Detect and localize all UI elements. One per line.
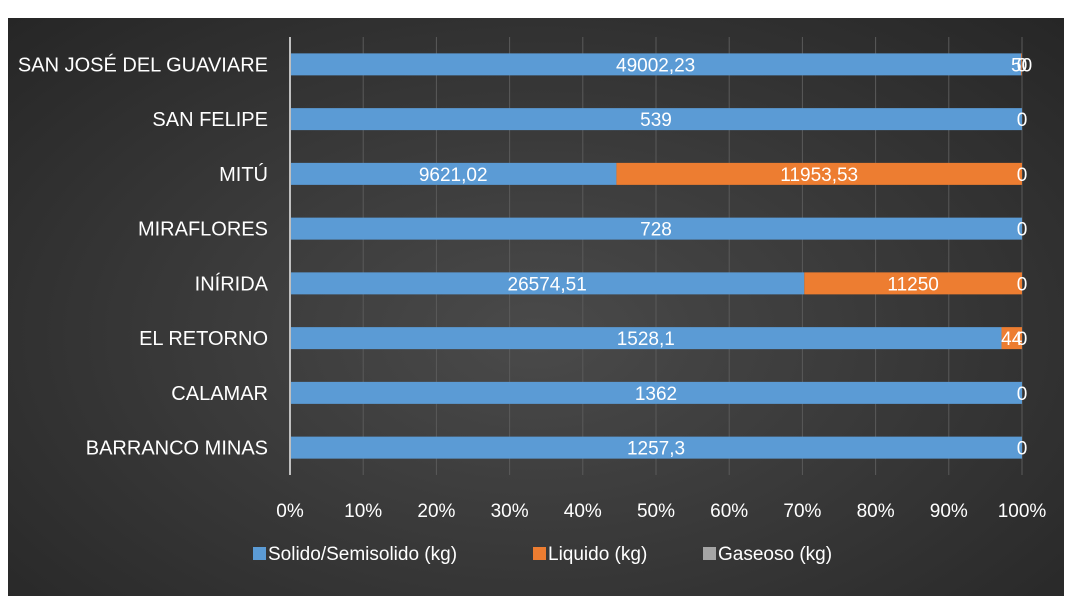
category-label-el-retorno: EL RETORNO [139,328,268,350]
bar-solido-semisolido-kg-barranco-minas [290,436,1022,459]
bar-liquido-kg-el-retorno [1001,327,1022,350]
x-axis-ticks: 0% 10% 20% 30% 40% 50% 60% 70% 80% 90% 100% [276,501,1046,522]
data-label-gaseoso-kg: 0 [1017,439,1028,460]
data-label-solido-semisolido-kg: 26574,51 [508,274,587,295]
bar-liquido-kg-san-jose-del-guaviare [1021,53,1022,76]
category-label-san-felipe: SAN FELIPE [152,109,268,131]
bar-solido-semisolido-kg-miraflores [290,217,1022,240]
legend-label: Gaseoso (kg) [718,544,832,565]
x-tick-label: 100% [998,501,1047,522]
category-label-san-jose-del-guaviare: SAN JOSÉ DEL GUAVIARE [18,53,268,76]
data-label-solido-semisolido-kg: 728 [640,220,672,241]
legend-swatch [253,547,266,560]
category-label-calamar: CALAMAR [171,383,268,405]
legend-label: Solido/Semisolido (kg) [268,544,457,565]
data-label-solido-semisolido-kg: 49002,23 [616,55,695,76]
x-tick-label: 90% [930,501,968,522]
bar-solido-semisolido-kg-san-felipe [290,108,1022,131]
data-label-liquido-kg: 11953,53 [780,165,858,186]
bar-liquido-kg-inirida [804,272,1022,295]
data-label-solido-semisolido-kg: 539 [640,110,672,131]
bar-liquido-kg-mitu [616,162,1022,185]
x-tick-label: 20% [417,501,455,522]
data-label-gaseoso-kg: 0 [1017,110,1028,131]
data-label-gaseoso-kg: 0 [1017,165,1028,186]
bar-solido-semisolido-kg-mitu [290,162,617,185]
legend-item-liquido-kg[interactable]: Liquido (kg) [533,544,647,565]
data-label-solido-semisolido-kg: 1528,1 [617,329,675,350]
data-label-solido-semisolido-kg: 1257,3 [627,439,685,460]
bar-solido-semisolido-kg-calamar [290,381,1022,404]
x-tick-label: 60% [710,501,748,522]
bar-solido-semisolido-kg-el-retorno [290,327,1002,350]
data-label-solido-semisolido-kg: 9621,02 [419,165,488,186]
bar-solido-semisolido-kg-san-jose-del-guaviare [290,53,1022,76]
legend-swatch [533,547,546,560]
legend-label: Liquido (kg) [548,544,647,565]
category-label-barranco-minas: BARRANCO MINAS [86,438,268,460]
legend-item-gaseoso-kg[interactable]: Gaseoso (kg) [703,544,832,565]
category-label-inirida: INÍRIDA [195,272,269,295]
legend[interactable]: Solido/Semisolido (kg) Liquido (kg) Gaseos… [253,544,832,565]
data-label-liquido-kg: 11250 [887,274,938,295]
category-labels: SAN JOSÉ DEL GUAVIARE SAN FELIPE MITÚ MIRAF… [18,53,269,459]
data-label-liquido-kg: 50 [1011,55,1032,76]
data-label-liquido-kg: 44 [1001,329,1023,350]
x-tick-label: 30% [491,501,529,522]
x-tick-label: 10% [344,501,382,522]
gridlines [289,37,1023,475]
legend-item-solido-semisolido-kg[interactable]: Solido/Semisolido (kg) [253,544,457,565]
data-label-gaseoso-kg: 0 [1017,274,1028,295]
data-label-gaseoso-kg: 0 [1017,220,1028,241]
legend-swatch [703,547,716,560]
bar-solido-semisolido-kg-inirida [290,272,805,295]
data-label-gaseoso-kg: 0 [1017,329,1028,350]
data-label-gaseoso-kg: 0 [1017,55,1028,76]
data-label-solido-semisolido-kg: 1362 [635,384,677,405]
x-tick-label: 70% [783,501,821,522]
x-tick-label: 80% [857,501,895,522]
x-tick-label: 0% [276,501,304,522]
x-tick-label: 50% [637,501,675,522]
data-label-gaseoso-kg: 0 [1017,384,1028,405]
header-strip [0,0,1073,18]
bars [290,53,1022,459]
x-tick-label: 40% [564,501,602,522]
category-label-mitu: MITÚ [219,163,268,186]
category-label-miraflores: MIRAFLORES [138,219,268,241]
